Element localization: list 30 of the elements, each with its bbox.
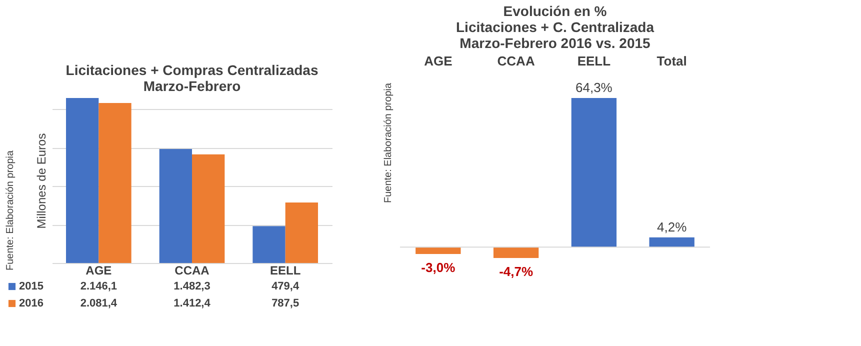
data-label: -4,7% xyxy=(499,264,534,279)
x-tick-label: EELL xyxy=(577,54,611,68)
bar xyxy=(98,102,132,263)
bar xyxy=(66,98,99,263)
data-label: 1.482,3 xyxy=(174,280,210,292)
x-tick-label: AGE xyxy=(424,54,453,68)
chart-title: Licitaciones + Compras Centralizadas Marzo-Febrero xyxy=(66,62,318,94)
data-label: 787,5 xyxy=(272,298,300,310)
x-tick-label: AGE xyxy=(86,264,112,278)
legend-label: 2016 xyxy=(19,298,44,310)
data-label: 2.146,1 xyxy=(80,280,118,292)
data-label: 4,2% xyxy=(657,219,688,234)
x-tick-label: EELL xyxy=(270,264,301,278)
data-label: 1.412,4 xyxy=(174,298,212,310)
source-note: Fuente: Elaboración propia xyxy=(5,150,16,271)
data-label: 2.081,4 xyxy=(80,298,118,310)
bar xyxy=(252,226,286,263)
x-tick-label: CCAA xyxy=(174,264,210,278)
source-note: Fuente: Elaboración propia xyxy=(383,82,394,204)
x-tick-label: CCAA xyxy=(497,54,536,68)
x-tick-label: Total xyxy=(656,54,687,68)
bar xyxy=(192,154,225,263)
data-label: -3,0% xyxy=(421,260,456,276)
data-label: 479,4 xyxy=(272,280,300,292)
legend-label: 2015 xyxy=(19,280,44,292)
bar xyxy=(285,202,318,263)
data-label: 64,3% xyxy=(576,80,613,95)
chart-title: Evolución en % Licitaciones + C. Centralizada Marzo-Febrero 2016 vs. 2015 xyxy=(456,3,654,51)
bar xyxy=(159,149,192,263)
y-axis-title: Millones de Euros xyxy=(34,133,48,229)
